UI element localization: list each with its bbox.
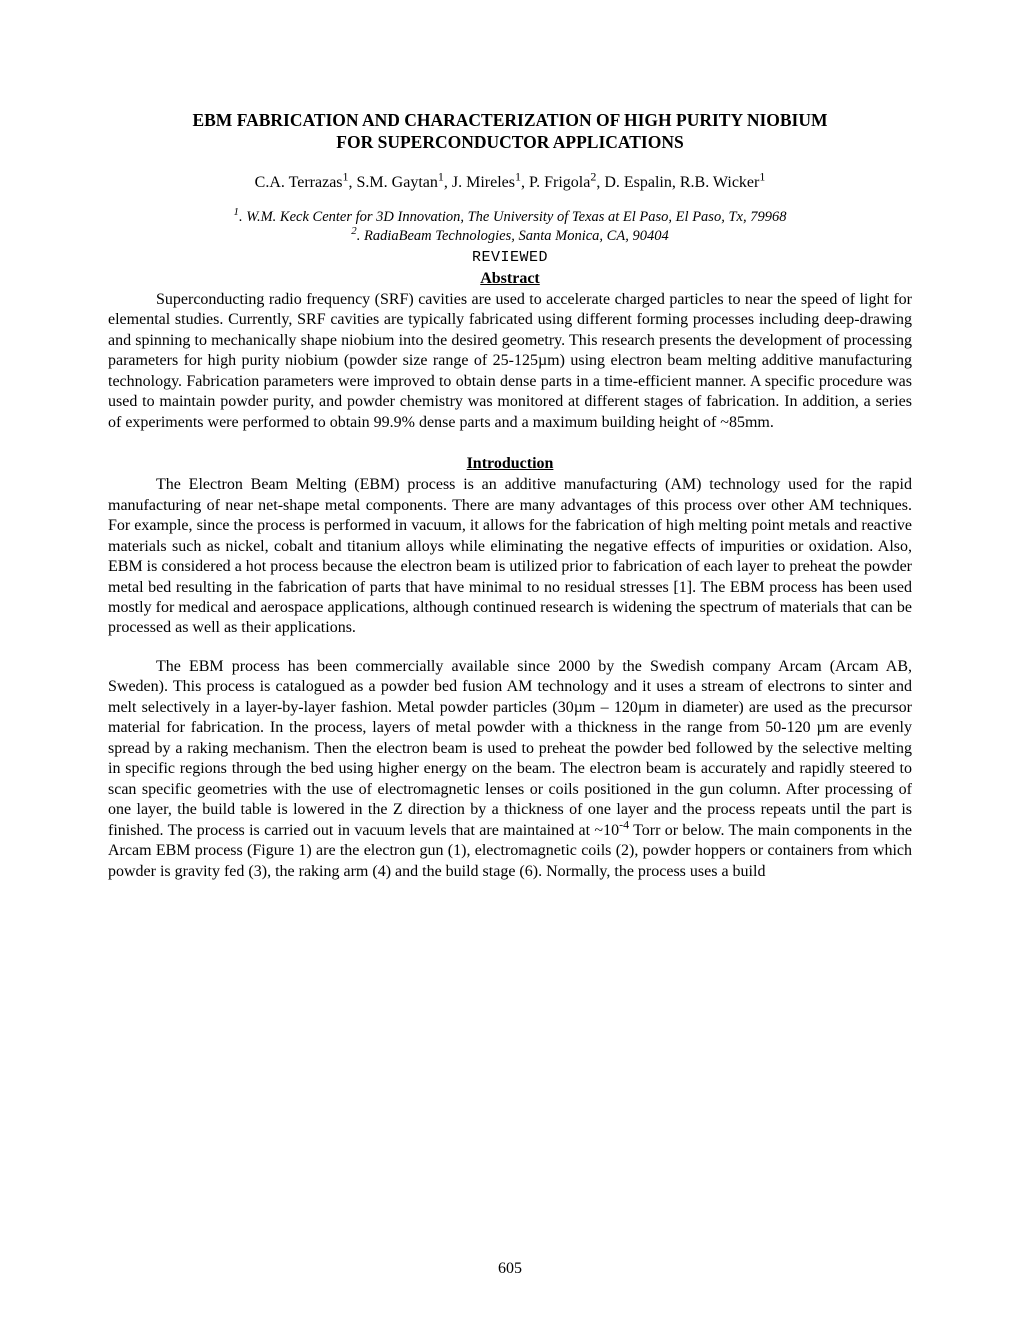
reviewed-stamp: REVIEWED — [108, 249, 912, 266]
affiliations: 1. W.M. Keck Center for 3D Innovation, T… — [108, 208, 912, 247]
heading-abstract: Abstract — [108, 270, 912, 288]
author-list: C.A. Terrazas1, S.M. Gaytan1, J. Mireles… — [108, 174, 912, 192]
title-line-2: FOR SUPERCONDUCTOR APPLICATIONS — [336, 132, 683, 152]
heading-introduction: Introduction — [108, 455, 912, 473]
title-line-1: EBM FABRICATION AND CHARACTERIZATION OF … — [192, 110, 827, 130]
page-number: 605 — [0, 1260, 1020, 1278]
affiliation-1: 1. W.M. Keck Center for 3D Innovation, T… — [234, 209, 787, 225]
affiliation-2: 2. RadiaBeam Technologies, Santa Monica,… — [351, 228, 668, 244]
page-content: EBM FABRICATION AND CHARACTERIZATION OF … — [0, 0, 1020, 922]
intro-paragraph-1: The Electron Beam Melting (EBM) process … — [108, 475, 912, 639]
paper-title: EBM FABRICATION AND CHARACTERIZATION OF … — [108, 110, 912, 154]
abstract-paragraph: Superconducting radio frequency (SRF) ca… — [108, 290, 912, 433]
intro-paragraph-2: The EBM process has been commercially av… — [108, 657, 912, 882]
